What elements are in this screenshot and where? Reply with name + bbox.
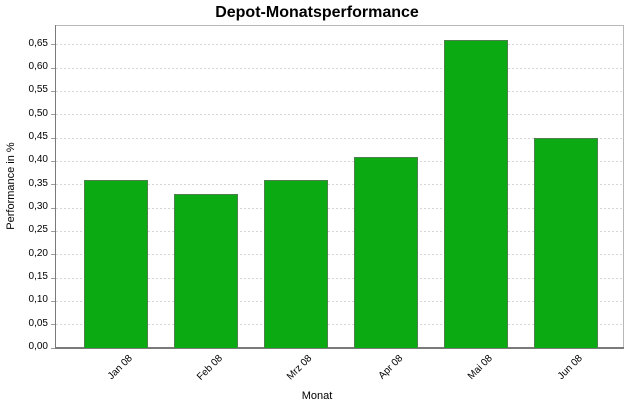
x-tick-label: Mai 08 (465, 353, 495, 383)
bar-jan-08 (84, 180, 148, 348)
y-tick-mark (51, 137, 55, 139)
y-tick-label: 0,65 (28, 37, 48, 49)
y-tick-mark (51, 207, 55, 209)
y-axis-line (55, 25, 56, 349)
y-tick-mark (51, 300, 55, 302)
x-tick-label: Feb 08 (194, 353, 225, 383)
gridline (56, 277, 623, 279)
y-tick-label: 0,45 (28, 131, 48, 142)
bar-apr-08 (354, 157, 418, 348)
y-tick-label: 0,10 (28, 294, 48, 306)
y-tick-label: 0,15 (28, 271, 48, 282)
y-tick-mark (51, 184, 55, 186)
gridline (56, 44, 623, 46)
x-tick-label: Jan 08 (105, 353, 135, 383)
y-tick-label: 0,05 (28, 317, 48, 329)
y-tick-label: 0,40 (28, 154, 48, 166)
y-tick-label: 0,30 (28, 201, 48, 212)
y-tick-label: 0,60 (28, 61, 48, 72)
y-tick-label: 0,25 (28, 224, 48, 236)
y-tick-mark (51, 160, 55, 162)
y-tick-mark (51, 90, 55, 92)
y-tick-mark (51, 67, 55, 69)
bar-mai-08 (444, 40, 508, 348)
x-axis-title: Monat (301, 390, 333, 402)
plot-area (51, 25, 624, 349)
y-tick-mark (51, 347, 55, 349)
x-tick-label: Mrz 08 (285, 353, 315, 383)
y-tick-mark (51, 44, 55, 46)
y-tick-label: 0,50 (28, 107, 48, 119)
bar-feb-08 (174, 194, 238, 348)
chart-title: Depot-Monatsperformance (215, 4, 419, 21)
gridline (56, 90, 623, 92)
gridline (56, 184, 623, 186)
y-tick-label: 0,55 (28, 84, 48, 96)
y-tick-mark (51, 277, 55, 279)
gridline (56, 207, 623, 209)
gridline (56, 137, 623, 139)
y-tick-label: 0,20 (28, 247, 48, 259)
gridline (56, 160, 623, 162)
gridline (56, 114, 623, 116)
gridline (56, 254, 623, 256)
gridline (56, 67, 623, 69)
x-tick-label: Jun 08 (555, 353, 585, 383)
gridline (56, 230, 623, 232)
y-tick-mark (51, 230, 55, 232)
y-tick-mark (51, 324, 55, 326)
y-tick-mark (51, 114, 55, 116)
gridline (56, 300, 623, 302)
bar-jun-08 (534, 138, 598, 348)
x-tick-label: Apr 08 (376, 353, 405, 382)
gridline (56, 324, 623, 326)
x-axis-line (55, 347, 624, 349)
bar-mrz-08 (264, 180, 328, 348)
y-tick-label: 0,35 (28, 177, 48, 189)
y-tick-mark (51, 254, 55, 256)
y-tick-label: 0,00 (28, 341, 48, 352)
